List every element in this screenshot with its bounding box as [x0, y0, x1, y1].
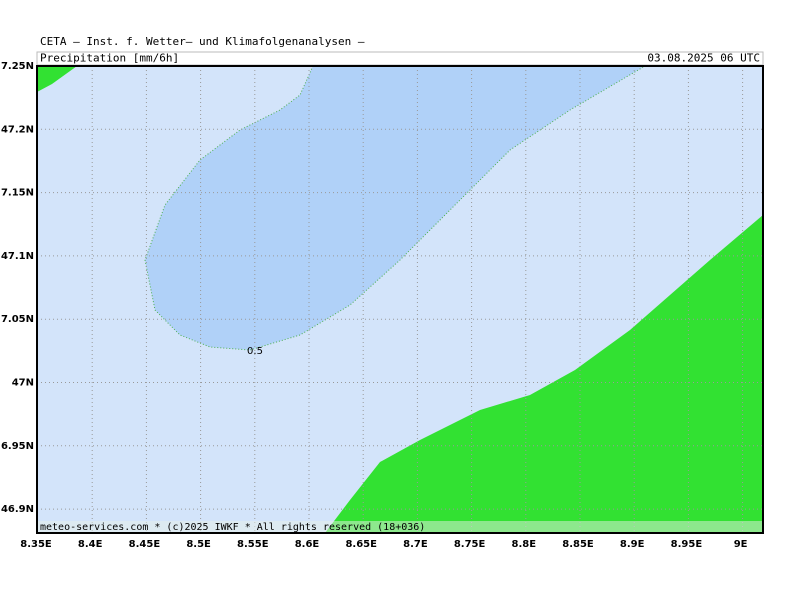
map-area: 0.5 meteo-services.com * (c)2025 IWKF * …: [36, 65, 764, 534]
lat-label: 7.15N: [1, 188, 34, 199]
lon-label: 8.75E: [454, 539, 486, 550]
lat-label: 47N: [12, 378, 34, 389]
footer-credit: meteo-services.com * (c)2025 IWKF * All …: [40, 522, 425, 533]
footer-strip: [37, 521, 763, 533]
precip-area-0.5: [144, 65, 647, 351]
lon-label: 8.8E: [512, 539, 537, 550]
lon-label: 8.7E: [403, 539, 428, 550]
contour-label: 0.5: [247, 346, 263, 357]
lon-label: 8.95E: [671, 539, 703, 550]
lon-label: 8.4E: [78, 539, 103, 550]
lon-label: 8.85E: [562, 539, 594, 550]
lon-label: 8.65E: [345, 539, 377, 550]
lat-label: 6.95N: [1, 441, 34, 452]
lat-label: 7.05N: [1, 314, 34, 325]
lon-label: 8.9E: [620, 539, 645, 550]
lon-label: 8.55E: [237, 539, 269, 550]
graticule: [37, 66, 763, 533]
precip-area-high: [37, 66, 77, 92]
lat-label: 47.2N: [1, 124, 34, 135]
lat-label: 46.9N: [1, 504, 34, 515]
source-title: CETA – Inst. f. Wetter– und Klimafolgena…: [40, 35, 365, 48]
lon-label: 8.35E: [20, 539, 52, 550]
lat-label: 47.1N: [1, 251, 34, 262]
lon-label: 8.6E: [295, 539, 320, 550]
lon-label: 8.45E: [129, 539, 161, 550]
map-frame: [36, 65, 764, 534]
lon-label: 9E: [734, 539, 748, 550]
variable-label: Precipitation [mm/6h]: [40, 52, 179, 65]
valid-time: 03.08.2025 06 UTC: [647, 52, 760, 65]
precip-area-high: [325, 215, 763, 533]
lon-label: 8.5E: [186, 539, 211, 550]
axis-labels: 8.35E 8.4E 8.45E 8.5E 8.55E 8.6E 8.65E 8.7E 8.75…: [1, 61, 748, 550]
lat-label: 7.25N: [1, 61, 34, 72]
